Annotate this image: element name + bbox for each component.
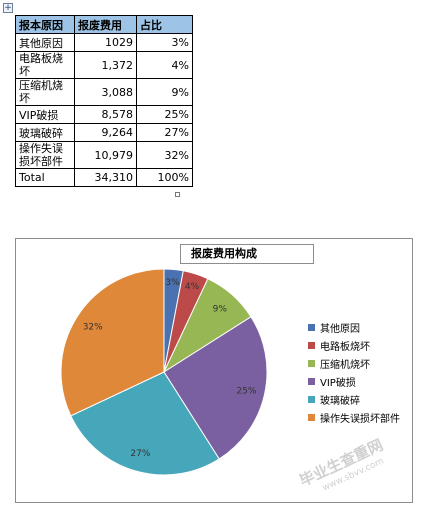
legend-item: 其他原因: [308, 318, 400, 336]
slice-data-label: 27%: [130, 449, 150, 459]
header-cost: 报废费用: [74, 15, 137, 34]
cell-cost: 1,372: [74, 51, 137, 79]
chart-title: 报废费用构成: [180, 244, 314, 264]
legend-swatch: [308, 323, 315, 331]
table-row: VIP破损 8,578 25%: [15, 105, 193, 124]
pie-slice[interactable]: [60, 268, 165, 417]
cell-cost: 34,310: [74, 168, 137, 187]
pie-slice[interactable]: [163, 316, 268, 460]
legend-swatch: [308, 413, 315, 421]
legend-label: 压缩机烧坏: [320, 359, 370, 371]
legend-label: 电路板烧坏: [320, 341, 370, 353]
slice-data-label: 25%: [236, 386, 256, 396]
cost-table: 报本原因 报废费用 占比 其他原因 1029 3% 电路板烧坏 1,372 4%…: [15, 15, 193, 187]
legend-item: 操作失误损坏部件: [308, 408, 400, 426]
table-row: 压缩机烧坏 3,088 9%: [15, 78, 193, 106]
legend-item: VIP破损: [308, 372, 400, 390]
legend-swatch: [308, 359, 315, 367]
legend-item: 玻璃破碎: [308, 390, 400, 408]
legend-item: 压缩机烧坏: [308, 354, 400, 372]
legend-label: 玻璃破碎: [320, 395, 360, 407]
legend-swatch: [308, 377, 315, 385]
table-header-row: 报本原因 报废费用 占比: [15, 15, 193, 34]
cell-share: 27%: [136, 123, 193, 142]
slice-data-label: 32%: [83, 323, 103, 333]
cell-cost: 9,264: [74, 123, 137, 142]
legend-item: 电路板烧坏: [308, 336, 400, 354]
slice-data-label: 4%: [185, 282, 200, 292]
table-row: 玻璃破碎 9,264 27%: [15, 123, 193, 142]
table-resize-handle[interactable]: [175, 192, 180, 197]
cell-share: 32%: [136, 141, 193, 169]
table-row: 电路板烧坏 1,372 4%: [15, 51, 193, 79]
chart-frame[interactable]: [15, 238, 413, 503]
chart-legend: 其他原因电路板烧坏压缩机烧坏 VIP破损玻璃破碎操作失误损坏部件: [308, 318, 400, 426]
legend-label: 其他原因: [320, 323, 360, 335]
legend-swatch: [308, 341, 315, 349]
cell-reason: Total: [15, 168, 75, 187]
pie-slice[interactable]: [70, 371, 220, 476]
legend-label: 操作失误损坏部件: [320, 413, 400, 425]
table-total-row: Total 34,310 100%: [15, 168, 193, 187]
table-row: 操作失误损坏部件 10,979 32%: [15, 141, 193, 169]
slice-data-label: 9%: [213, 305, 228, 315]
cell-reason: 压缩机烧坏: [15, 78, 75, 106]
legend-swatch: [308, 395, 315, 403]
legend-label: VIP破损: [320, 377, 356, 389]
cell-reason: 电路板烧坏: [15, 51, 75, 79]
table-move-handle-icon[interactable]: +: [3, 3, 13, 13]
header-share: 占比: [136, 15, 193, 34]
cell-share: 9%: [136, 78, 193, 106]
cell-share: 100%: [136, 168, 193, 187]
slice-data-label: 3%: [165, 278, 180, 288]
